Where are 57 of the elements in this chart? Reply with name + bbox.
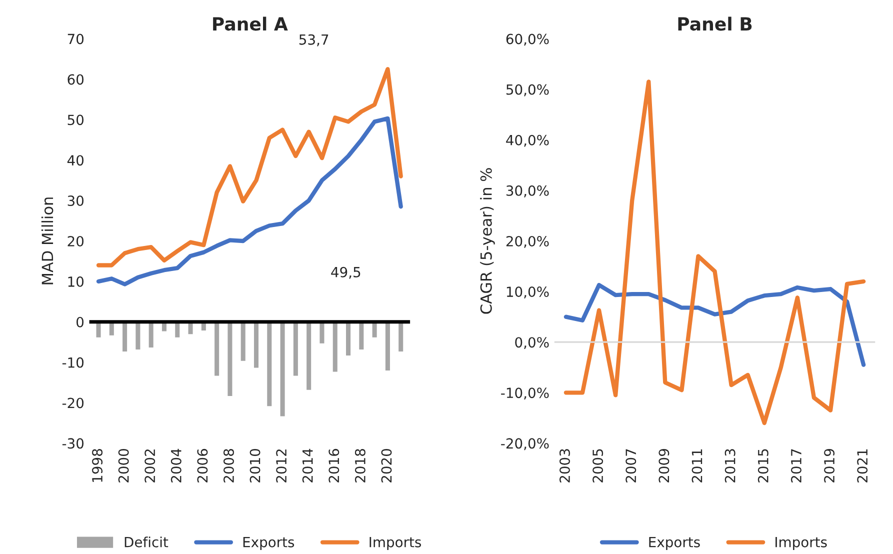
y-tick-label: 50: [68, 114, 84, 126]
line-series: [96, 116, 403, 286]
x-tick-label: 1998: [92, 449, 103, 482]
y-tick-label: 30,0%: [506, 185, 549, 198]
y-tick-label: 60,0%: [506, 34, 549, 46]
line-series: [96, 67, 403, 268]
x-tick-label: 2000: [118, 448, 129, 482]
y-tick-label: -10,0%: [501, 388, 549, 400]
x-tick-label: 2021: [857, 449, 868, 482]
y-tick-label: 40: [67, 155, 84, 166]
y-tick-label: 0,0%: [515, 337, 549, 349]
y-axis-title: MAD Million: [41, 198, 54, 284]
y-tick-label: 60: [68, 74, 84, 85]
x-tick-label: 2018: [354, 449, 366, 482]
x-tick-label: 2016: [328, 448, 340, 482]
x-tick-label: 2010: [250, 448, 260, 482]
x-tick-label: 2015: [758, 449, 768, 482]
y-tick-label: -20,0%: [501, 438, 549, 450]
x-tick-label: 2004: [170, 448, 182, 482]
x-tick-label: 2011: [692, 449, 702, 482]
x-tick-label: 2007: [626, 449, 636, 482]
legend-label: Exports: [649, 537, 700, 550]
y-tick-label: -20: [62, 398, 84, 408]
y-tick-label: 20: [68, 236, 84, 246]
legend-label: Imports: [776, 537, 827, 550]
x-tick-label: 2005: [592, 449, 604, 482]
x-tick-label: 2008: [223, 449, 234, 482]
legend-label: Imports: [370, 537, 422, 550]
line-series: [564, 282, 866, 367]
y-tick-label: 0: [76, 316, 84, 328]
y-axis-title: CAGR (5-year) in %: [480, 168, 495, 314]
x-tick-label: 2009: [658, 449, 670, 482]
y-tick-label: 10,0%: [506, 286, 549, 298]
chart-title: Panel A: [213, 16, 288, 31]
y-tick-label: 30: [68, 196, 84, 206]
x-tick-label: 2020: [381, 448, 392, 482]
line-series: [564, 80, 866, 426]
y-tick-label: 20,0%: [506, 236, 549, 248]
annotation: 53,7: [299, 34, 328, 46]
x-tick-label: 2002: [144, 449, 156, 482]
y-tick-label: 40,0%: [506, 134, 549, 147]
y-tick-label: -30: [62, 438, 84, 449]
y-tick-label: 50,0%: [506, 84, 549, 96]
annotation: 49,5: [331, 266, 360, 279]
legend-label: Exports: [243, 537, 294, 550]
x-tick-label: 2003: [559, 449, 570, 482]
y-tick-label: 70: [68, 34, 84, 44]
x-tick-label: 2017: [790, 449, 802, 482]
x-tick-label: 2006: [197, 448, 208, 482]
x-tick-label: 2012: [276, 449, 287, 482]
legend-label: Deficit: [124, 536, 168, 548]
x-tick-label: 2019: [824, 449, 835, 482]
y-tick-label: 10: [68, 276, 84, 287]
x-tick-label: 2013: [724, 449, 736, 482]
x-tick-label: 2014: [302, 448, 313, 482]
chart-title: Panel B: [678, 16, 752, 31]
y-tick-label: -10: [62, 357, 84, 368]
